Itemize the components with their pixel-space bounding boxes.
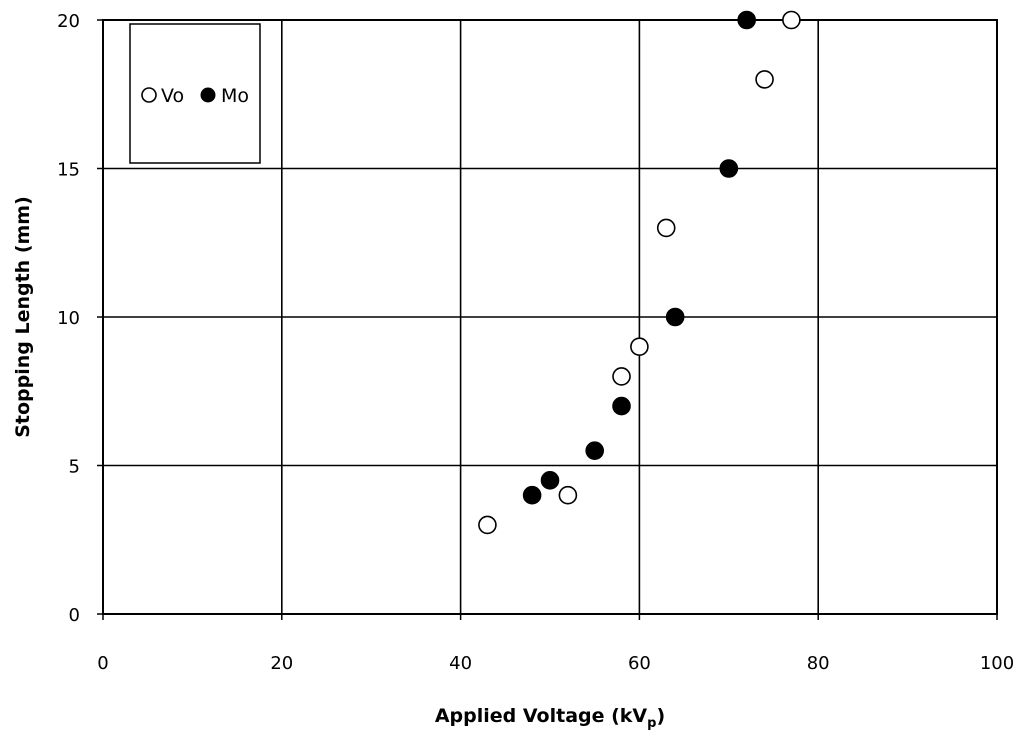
x-tick-label-0: 0 — [97, 653, 108, 674]
x-axis-title-close: ) — [656, 705, 665, 727]
y-tick-label-10: 10 — [57, 308, 80, 329]
point-mo-2 — [585, 441, 605, 460]
point-vo-3 — [630, 337, 649, 357]
legend-label-mo: Mo — [221, 85, 249, 107]
legend-marker-mo — [200, 87, 216, 103]
y-axis-title: Stopping Length (mm) — [12, 196, 34, 438]
legend-label-vo: Vo — [161, 85, 184, 107]
point-mo-4 — [665, 307, 685, 327]
tick-marks — [97, 19, 998, 620]
point-mo-6 — [737, 10, 756, 30]
data-points — [478, 10, 801, 535]
x-tick-label-100: 100 — [980, 653, 1014, 674]
x-tick-labels: 0 20 40 60 80 100 — [97, 653, 1014, 674]
point-mo-1 — [540, 471, 560, 490]
point-vo-4 — [656, 218, 676, 238]
point-mo-3 — [612, 396, 631, 416]
y-tick-label-20: 20 — [57, 11, 80, 32]
x-tick-label-40: 40 — [449, 653, 472, 674]
point-vo-0 — [478, 515, 497, 535]
x-axis-title-main: Applied Voltage (kV — [435, 705, 648, 727]
legend: Vo Mo — [129, 23, 261, 164]
x-tick-label-20: 20 — [270, 653, 293, 674]
y-tick-labels: 0 5 10 15 20 — [57, 11, 80, 626]
point-vo-2 — [612, 367, 631, 386]
point-vo-1 — [558, 485, 578, 505]
point-mo-5 — [719, 159, 739, 178]
legend-marker-vo — [141, 87, 157, 103]
y-tick-label-5: 5 — [69, 457, 80, 478]
x-axis-title-subscript: p — [647, 716, 656, 731]
x-axis-title: Applied Voltage (kVp) — [435, 705, 665, 731]
y-tick-label-15: 15 — [57, 160, 80, 181]
point-mo-0 — [522, 485, 542, 505]
x-tick-label-60: 60 — [628, 653, 651, 674]
point-vo-6 — [782, 10, 801, 30]
point-vo-5 — [755, 70, 774, 89]
x-tick-label-80: 80 — [807, 653, 830, 674]
y-tick-label-0: 0 — [69, 605, 80, 626]
